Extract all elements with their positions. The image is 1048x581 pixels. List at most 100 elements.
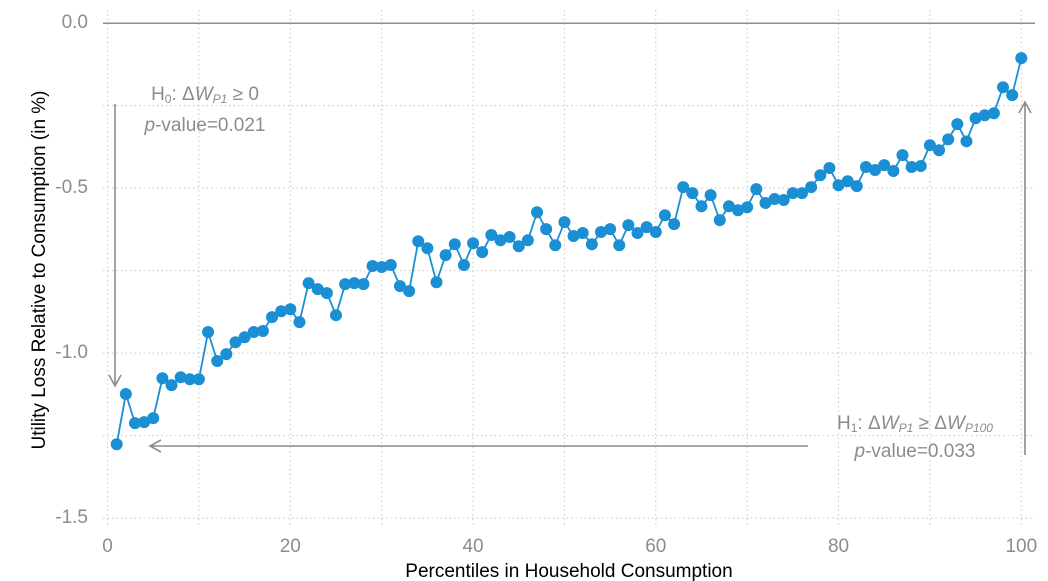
point (266, 311, 279, 324)
arrow (1018, 100, 1032, 455)
annotation-line: p-value=0.021 (144, 115, 266, 136)
point (887, 165, 900, 178)
point (613, 239, 626, 252)
point (512, 240, 525, 253)
text: p (854, 441, 866, 462)
point (138, 416, 151, 429)
point (192, 373, 205, 386)
x-tick-label: 60 (645, 536, 666, 557)
point (796, 187, 808, 200)
point (311, 283, 324, 296)
subscript: P1 (213, 92, 228, 106)
point (732, 204, 745, 217)
text: ≥ Δ (913, 413, 947, 434)
point (211, 355, 224, 368)
annotation-line: p-value=0.033 (854, 441, 976, 462)
point (1015, 52, 1028, 65)
point (503, 230, 516, 243)
point (859, 161, 872, 174)
point (969, 112, 982, 125)
point (448, 238, 461, 251)
point (540, 223, 553, 236)
point (869, 164, 882, 177)
point (914, 160, 927, 173)
subscript: P1 (899, 421, 914, 435)
point (722, 200, 735, 213)
point (1006, 89, 1019, 102)
point (275, 305, 288, 318)
point (485, 229, 498, 242)
point (320, 287, 333, 300)
point (421, 242, 434, 255)
point (896, 149, 909, 162)
point (357, 278, 370, 291)
point (238, 331, 251, 344)
point (229, 336, 242, 349)
y-tick-label: -1.0 (55, 342, 88, 363)
point (439, 249, 452, 262)
point (622, 219, 635, 232)
point (156, 372, 169, 385)
text: H (151, 84, 165, 105)
point (183, 373, 196, 386)
x-tick-label: 100 (1005, 536, 1037, 557)
text: : Δ (171, 84, 195, 105)
point (878, 159, 891, 172)
point (494, 234, 507, 247)
point (777, 194, 790, 207)
annotation-line: H0: ΔWP1 ≥ 0 (151, 84, 259, 106)
point (576, 227, 589, 240)
arrow (148, 439, 808, 453)
arrow (108, 104, 122, 388)
text: W (947, 413, 967, 434)
point (558, 216, 571, 229)
x-tick-label: 80 (828, 536, 849, 557)
grid (103, 10, 1035, 528)
point (850, 180, 863, 193)
point (604, 223, 617, 236)
point (430, 276, 443, 289)
point (923, 139, 936, 152)
point (594, 226, 607, 239)
point (330, 309, 342, 322)
point (677, 181, 690, 194)
point (805, 181, 818, 194)
point (768, 193, 781, 206)
y-tick-label: 0.0 (62, 12, 88, 33)
x-tick-label: 20 (280, 536, 301, 557)
text: p (144, 115, 156, 136)
point (467, 237, 480, 250)
point (119, 388, 132, 401)
text: -value=0.033 (865, 441, 975, 462)
text: : Δ (857, 413, 881, 434)
point (631, 227, 644, 240)
point (393, 280, 406, 293)
point (658, 209, 671, 222)
subscript: P100 (965, 421, 993, 435)
point (786, 187, 799, 200)
point (220, 348, 233, 361)
point (741, 201, 754, 214)
text: ≥ 0 (227, 84, 259, 105)
point (174, 371, 187, 384)
y-tick-label: -1.5 (55, 507, 88, 528)
point (476, 246, 489, 259)
y-axis-title: Utility Loss Relative to Consumption (in… (29, 90, 50, 449)
point (366, 260, 379, 273)
point (549, 239, 562, 252)
point (202, 326, 215, 339)
annotation-h0: H0: ΔWP1 ≥ 0 p-value=0.021 (108, 84, 266, 388)
point (567, 230, 580, 243)
text: W (195, 84, 215, 105)
subscript: 1 (851, 421, 858, 435)
point (750, 183, 763, 196)
point (759, 197, 772, 210)
point (384, 259, 397, 272)
point (457, 259, 470, 272)
point (412, 235, 425, 248)
point (713, 214, 726, 227)
point (649, 226, 662, 239)
point (147, 412, 160, 425)
point (403, 285, 416, 298)
